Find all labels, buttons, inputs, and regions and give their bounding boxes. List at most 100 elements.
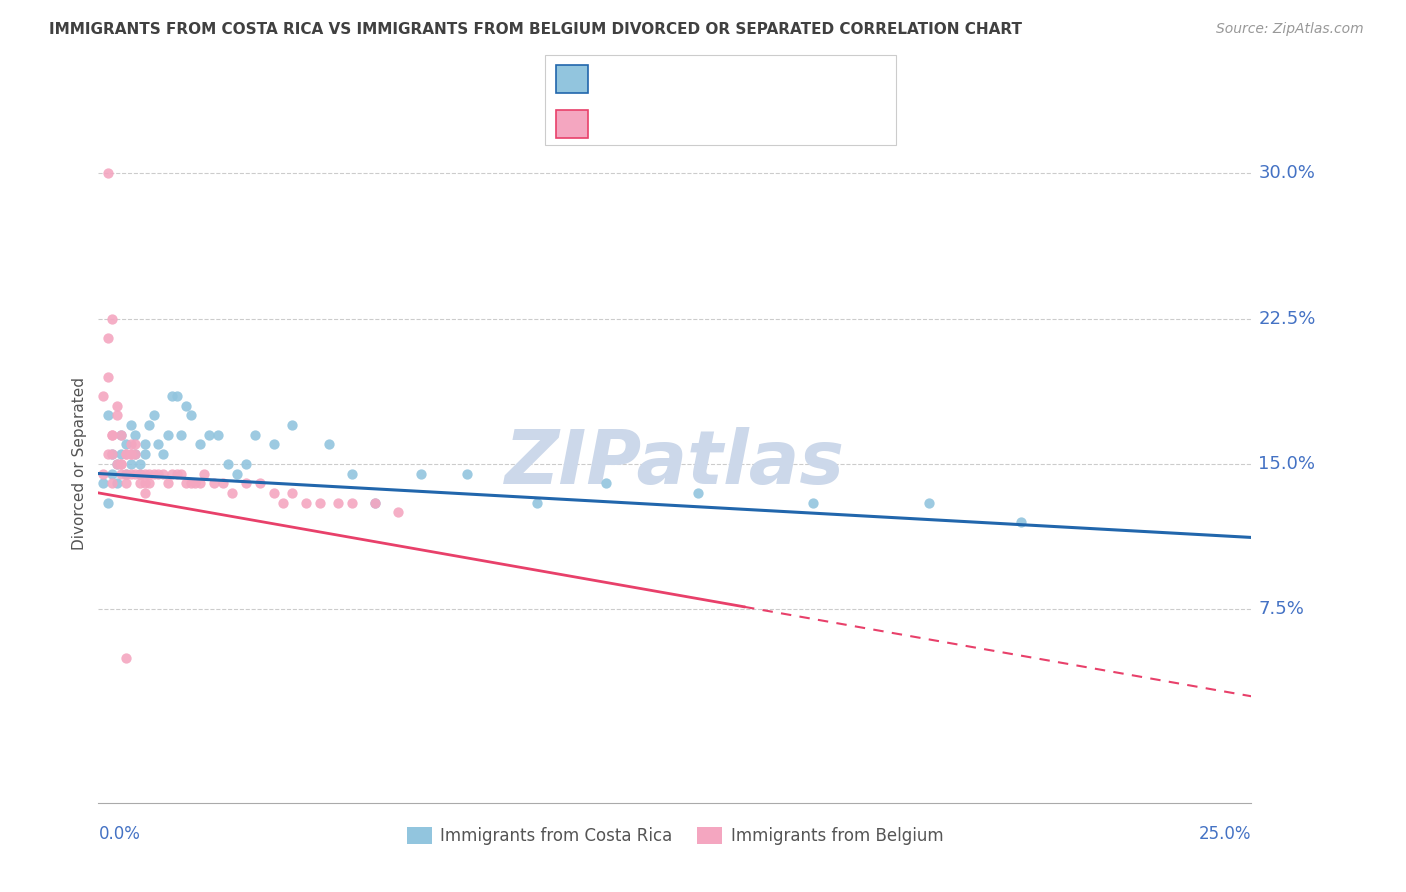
Point [801, 495, 824, 509]
Point [217, 457, 239, 471]
Point [134, 447, 156, 461]
Point [245, 427, 267, 442]
Point [105, 476, 128, 491]
Point [110, 467, 132, 481]
Point [148, 467, 170, 481]
Point [142, 467, 165, 481]
Point [110, 427, 132, 442]
Point [138, 418, 160, 433]
Point [686, 486, 709, 500]
Point [156, 427, 179, 442]
Point [235, 457, 257, 471]
Text: R = -0.174: R = -0.174 [602, 71, 696, 87]
Text: IMMIGRANTS FROM COSTA RICA VS IMMIGRANTS FROM BELGIUM DIVORCED OR SEPARATED CORR: IMMIGRANTS FROM COSTA RICA VS IMMIGRANTS… [49, 22, 1022, 37]
Point [308, 495, 330, 509]
Point [129, 457, 152, 471]
Point [148, 437, 170, 451]
Point [193, 467, 215, 481]
Text: R = -0.171: R = -0.171 [602, 116, 696, 131]
Point [281, 418, 304, 433]
Point [97, 369, 120, 384]
Point [124, 427, 146, 442]
Point [101, 427, 124, 442]
Point [235, 476, 257, 491]
Point [110, 457, 132, 471]
Point [166, 467, 188, 481]
Point [110, 457, 132, 471]
FancyBboxPatch shape [555, 110, 588, 138]
Point [198, 427, 221, 442]
Point [142, 409, 165, 423]
Point [138, 467, 160, 481]
Point [110, 447, 132, 461]
Point [134, 476, 156, 491]
Point [364, 495, 387, 509]
Point [188, 476, 211, 491]
Point [387, 505, 409, 519]
Point [174, 476, 197, 491]
Point [101, 476, 124, 491]
Point [129, 476, 152, 491]
Point [124, 447, 146, 461]
Legend: Immigrants from Costa Rica, Immigrants from Belgium: Immigrants from Costa Rica, Immigrants f… [399, 821, 950, 852]
Point [456, 467, 478, 481]
Point [340, 467, 363, 481]
Point [124, 447, 146, 461]
Point [212, 476, 235, 491]
Point [101, 311, 124, 326]
Point [91, 389, 114, 403]
Point [188, 437, 211, 451]
Point [184, 476, 207, 491]
Point [225, 467, 247, 481]
Point [105, 457, 128, 471]
FancyBboxPatch shape [555, 65, 588, 93]
Point [364, 495, 387, 509]
Point [295, 495, 318, 509]
Point [160, 467, 183, 481]
Point [170, 467, 193, 481]
Point [249, 476, 271, 491]
Point [202, 476, 225, 491]
Point [134, 486, 156, 500]
Text: ZIPatlas: ZIPatlas [505, 427, 845, 500]
Text: 15.0%: 15.0% [1258, 455, 1316, 473]
Point [180, 476, 202, 491]
Point [180, 409, 202, 423]
Point [207, 427, 229, 442]
Point [101, 447, 124, 461]
Point [120, 447, 142, 461]
Point [526, 495, 548, 509]
Point [115, 467, 138, 481]
Point [917, 495, 939, 509]
Point [318, 437, 340, 451]
Point [91, 467, 114, 481]
FancyBboxPatch shape [546, 55, 896, 145]
Point [152, 467, 174, 481]
Point [101, 447, 124, 461]
Text: 25.0%: 25.0% [1199, 825, 1251, 843]
Point [97, 166, 120, 180]
Point [263, 437, 285, 451]
Point [110, 427, 132, 442]
Point [1010, 515, 1032, 529]
Point [91, 476, 114, 491]
Point [97, 495, 120, 509]
Text: N = 63: N = 63 [745, 116, 806, 131]
Text: 0.0%: 0.0% [98, 825, 141, 843]
Point [120, 467, 142, 481]
Point [160, 389, 183, 403]
Point [97, 447, 120, 461]
Point [120, 457, 142, 471]
Point [138, 476, 160, 491]
Point [174, 399, 197, 413]
Point [411, 467, 433, 481]
Point [120, 437, 142, 451]
Point [170, 427, 193, 442]
Point [281, 486, 304, 500]
Point [115, 447, 138, 461]
Point [115, 476, 138, 491]
Point [263, 486, 285, 500]
Point [129, 467, 152, 481]
Point [105, 399, 128, 413]
Text: 30.0%: 30.0% [1258, 164, 1315, 182]
